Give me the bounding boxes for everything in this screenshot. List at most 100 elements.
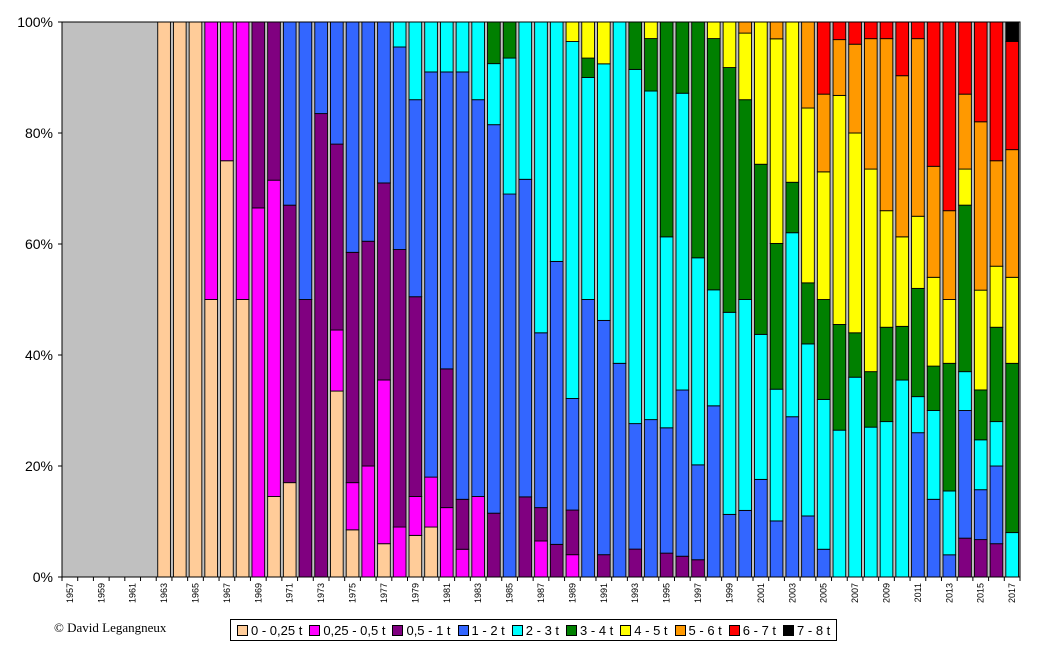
bar-segment-2011-s3: 2011 1 - 2 t: 26 xyxy=(911,432,925,578)
bar-segment-2014-s8: 2014 6 - 7 t: 13 xyxy=(958,21,972,95)
x-tick-label: 1985 xyxy=(505,583,515,603)
bar-segment-2002-s6: 2002 4 - 5 t: 36.5 xyxy=(769,38,784,244)
legend-swatch xyxy=(783,624,795,636)
bar-segment-2011-s7: 2011 5 - 6 t: 32 xyxy=(911,38,925,217)
bar-segment-1971-s3: 1971 1 - 2 t: 33 xyxy=(282,21,297,206)
bar-segment-1976-s1: 1976 0,25 - 0,5 t: 20 xyxy=(361,465,376,578)
bar-segment-2009-s8: 2009 6 - 7 t: 3 xyxy=(879,21,894,40)
bar-segment-1983-s3: 1983 1 - 2 t: 71.5 xyxy=(471,99,485,497)
y-tick-label: 0% xyxy=(33,569,53,585)
bar-segment-2001-s3: 2001 1 - 2 t: 17.5 xyxy=(754,478,768,578)
bar-segment-2011-s5: 2011 3 - 4 t: 19.5 xyxy=(911,287,925,398)
bar-segment-2013-s4: 2013 2 - 3 t: 11.5 xyxy=(942,490,957,556)
bar-segment-1998-s6: 1998 4 - 5 t: 3 xyxy=(706,21,721,40)
bar-segment-2014-s6: 2014 4 - 5 t: 6.5 xyxy=(958,168,972,206)
bar-segment-1994-s6: 1994 4 - 5 t: 3 xyxy=(644,21,658,40)
bar-segment-1964-s0: 1964 0 - 0,25 t: 100 xyxy=(172,21,187,578)
x-tick-label: 1967 xyxy=(222,583,232,603)
bar-segment-1990-s3: 1990 1 - 2 t: 50 xyxy=(581,299,595,578)
legend-label: 0 - 0,25 t xyxy=(251,622,303,638)
legend-item-3: 1 - 2 t xyxy=(457,623,505,638)
bar-segment-1987-s2: 1987 0,5 - 1 t: 6 xyxy=(534,507,548,542)
bar-segment-2001-s4: 2001 2 - 3 t: 26 xyxy=(754,333,768,480)
legend-swatch xyxy=(392,624,404,636)
bar-segment-2008-s5: 2008 3 - 4 t: 10 xyxy=(864,371,878,428)
bar-segment-1986-s4: 1986 2 - 3 t: 26.5 xyxy=(518,21,533,180)
bar-segment-1989-s2: 1989 0,5 - 1 t: 8 xyxy=(565,509,580,556)
bar-segment-1988-s2: 1988 0,5 - 1 t: 4.5 xyxy=(549,543,564,578)
bar-segment-1998-s3: 1998 1 - 2 t: 31 xyxy=(706,405,721,578)
y-tick-label: 40% xyxy=(25,347,53,363)
bar-segment-1997-s5: 1997 3 - 4 t: 41 xyxy=(691,21,705,259)
bar-segment-2012-s8: 2012 6 - 7 t: 26 xyxy=(926,21,941,167)
x-tick-label: 1961 xyxy=(128,583,138,603)
bar-segment-1993-s5: 1993 3 - 4 t: 8.5 xyxy=(628,21,643,70)
legend-item-5: 3 - 4 t xyxy=(566,623,613,638)
x-tick-label: 1987 xyxy=(536,583,546,603)
legend-label: 7 - 8 t xyxy=(797,622,831,638)
bar-segment-1991-s3: 1991 1 - 2 t: 42 xyxy=(597,319,611,556)
legend-item-7: 5 - 6 t xyxy=(674,623,722,638)
bar-segment-1979-s0: 1979 0 - 0,25 t: 7.5 xyxy=(408,534,423,578)
bar-segment-1977-s2: 1977 0,5 - 1 t: 35.5 xyxy=(377,182,391,381)
x-tick-label: 1957 xyxy=(65,583,75,603)
bar-segment-2015-s8: 2015 6 - 7 t: 16 xyxy=(973,21,988,123)
bar-segment-2017-s6: 2017 4 - 5 t: 15.5 xyxy=(1005,276,1019,364)
legend-swatch xyxy=(457,624,469,636)
x-tick-label: 2005 xyxy=(819,583,829,603)
bar-segment-1982-s3: 1982 1 - 2 t: 77 xyxy=(455,71,470,500)
bar-segment-2005-s5: 2005 3 - 4 t: 18 xyxy=(816,299,831,400)
bar-segment-1970-s1: 1970 0,25 - 0,5 t: 57 xyxy=(267,179,281,497)
bar-segment-2009-s4: 2009 2 - 3 t: 28 xyxy=(879,421,894,578)
bar-segment-2010-s8: 2010 6 - 7 t: 9 xyxy=(895,21,910,77)
bar-segment-2016-s3: 2016 1 - 2 t: 14 xyxy=(989,465,1004,545)
bar-segment-1986-s2: 1986 0,5 - 1 t: 13.5 xyxy=(518,496,533,578)
bar-segment-1988-s3: 1988 1 - 2 t: 39 xyxy=(549,260,564,545)
bar-segment-2010-s4: 2010 2 - 3 t: 33 xyxy=(895,379,910,578)
bar-segment-2004-s4: 2004 2 - 3 t: 31 xyxy=(801,343,815,517)
bar-segment-2016-s2: 2016 0,5 - 1 t: 6 xyxy=(989,543,1004,578)
bar-segment-2015-s3: 2015 1 - 2 t: 8 xyxy=(973,489,988,541)
bar-segment-1969-s1: 1969 0,25 - 0,5 t: 66.5 xyxy=(251,207,266,578)
legend-swatch xyxy=(511,624,523,636)
bar-segment-2003-s3: 2003 1 - 2 t: 27 xyxy=(785,416,800,578)
bar-segment-2016-s8: 2016 6 - 7 t: 25 xyxy=(989,21,1004,162)
bar-segment-1966-s1: 1966 0,25 - 0,5 t: 50 xyxy=(204,21,218,300)
bar-segment-1979-s4: 1979 2 - 3 t: 14 xyxy=(408,21,423,101)
legend-label: 6 - 7 t xyxy=(742,622,777,638)
bar-segment-1971-s0: 1971 0 - 0,25 t: 17 xyxy=(282,482,297,578)
x-tick-label: 2017 xyxy=(1007,583,1017,603)
bar-segment-2003-s5: 2003 3 - 4 t: 8.5 xyxy=(785,181,800,234)
bar-segment-2011-s4: 2011 2 - 3 t: 6.5 xyxy=(911,396,925,434)
bar-segment-1998-s4: 1998 2 - 3 t: 21 xyxy=(706,289,721,407)
bar-segment-2005-s4: 2005 2 - 3 t: 27 xyxy=(816,398,831,550)
bar-segment-1987-s3: 1987 1 - 2 t: 31.5 xyxy=(534,332,548,509)
bar-segment-1983-s4: 1983 2 - 3 t: 14 xyxy=(471,21,485,101)
bar-segment-2006-s8: 2006 6 - 7 t: 3 xyxy=(832,21,847,41)
x-tick-label: 1969 xyxy=(253,583,263,603)
bar-segment-2005-s8: 2005 6 - 7 t: 13 xyxy=(816,21,831,95)
bar-segment-1978-s3: 1978 1 - 2 t: 36.5 xyxy=(392,46,407,251)
copyright-credit: © David Legangneux xyxy=(54,620,167,635)
plot-border xyxy=(61,21,1021,578)
bar-segment-2017-s4: 2017 2 - 3 t: 8 xyxy=(1005,532,1019,578)
bar-segment-1982-s2: 1982 0,5 - 1 t: 9 xyxy=(455,498,470,550)
bar-segment-1989-s3: 1989 1 - 2 t: 20 xyxy=(565,398,580,511)
bar-segment-1975-s0: 1975 0 - 0,25 t: 8.5 xyxy=(345,529,360,578)
bar-segment-1980-s4: 1980 2 - 3 t: 9 xyxy=(424,21,438,73)
bar-segment-2002-s5: 2002 3 - 4 t: 26 xyxy=(769,242,784,390)
x-tick-label: 1975 xyxy=(348,583,358,603)
bar-segment-2002-s4: 2002 2 - 3 t: 23.5 xyxy=(769,388,784,522)
bar-segment-1997-s3: 1997 1 - 2 t: 16.5 xyxy=(691,464,705,561)
bar-segment-2000-s7: 2000 5 - 6 t: 2 xyxy=(738,21,752,34)
legend-swatch xyxy=(309,624,321,636)
bar-segment-1996-s5: 1996 3 - 4 t: 12 xyxy=(675,21,690,94)
x-tick-label: 1999 xyxy=(725,583,735,603)
bar-segment-2000-s4: 2000 2 - 3 t: 38 xyxy=(738,299,752,511)
x-tick-label: 1963 xyxy=(159,583,169,603)
bar-segment-1968-s1: 1968 0,25 - 0,5 t: 50 xyxy=(235,21,250,300)
bar-segment-2004-s6: 2004 4 - 5 t: 31.5 xyxy=(801,107,815,284)
bar-segment-2005-s3: 2005 1 - 2 t: 5 xyxy=(816,548,831,578)
bar-segment-1987-s4: 1987 2 - 3 t: 56 xyxy=(534,21,548,334)
